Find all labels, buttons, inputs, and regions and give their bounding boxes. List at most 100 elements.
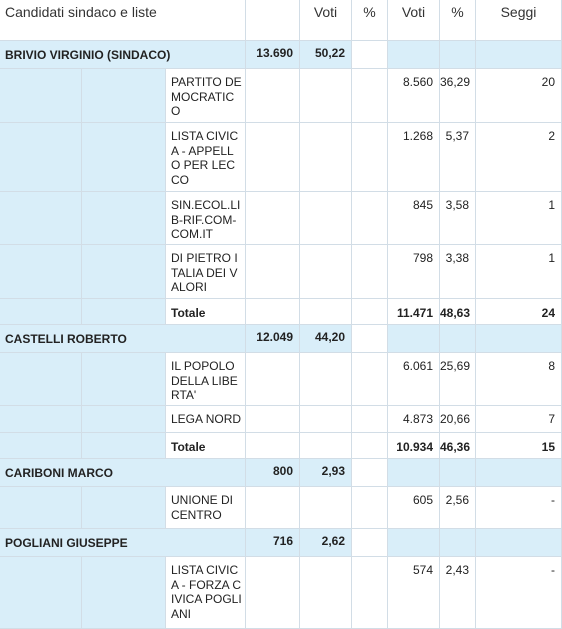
candidate-voti: 716 (246, 529, 300, 557)
candidate-empty (440, 325, 476, 353)
indent-cell (0, 487, 82, 529)
list-perc: 3,58 (440, 192, 476, 245)
candidate-empty (388, 529, 440, 557)
header-perc-candidato: % (352, 0, 388, 41)
total-empty (246, 433, 300, 459)
candidate-name: POGLIANI GIUSEPPE (0, 529, 246, 557)
indent-cell (0, 299, 82, 325)
indent-cell (0, 353, 82, 406)
list-spacer (352, 245, 388, 299)
candidate-empty (388, 41, 440, 69)
candidate-empty (388, 459, 440, 487)
list-name: UNIONE DI CENTRO (166, 487, 246, 529)
list-spacer (352, 557, 388, 629)
list-spacer (352, 487, 388, 529)
list-empty (246, 406, 300, 433)
list-spacer (352, 353, 388, 406)
candidate-spacer (352, 529, 388, 557)
candidate-perc: 2,93 (300, 459, 352, 487)
total-label: Totale (166, 299, 246, 325)
candidate-name: BRIVIO VIRGINIO (SINDACO) (0, 41, 246, 69)
indent-cell (82, 245, 166, 299)
candidate-empty (388, 325, 440, 353)
total-spacer (352, 299, 388, 325)
list-perc: 2,56 (440, 487, 476, 529)
indent-cell (82, 192, 166, 245)
candidate-voti: 13.690 (246, 41, 300, 69)
total-perc: 46,36 (440, 433, 476, 459)
list-voti: 798 (388, 245, 440, 299)
list-voti: 1.268 (388, 123, 440, 192)
candidate-name: CARIBONI MARCO (0, 459, 246, 487)
list-spacer (352, 69, 388, 123)
list-empty (300, 487, 352, 529)
list-name: LISTA CIVICA - APPELLO PER LECCO (166, 123, 246, 192)
candidate-spacer (352, 325, 388, 353)
candidate-spacer (352, 41, 388, 69)
list-name: SIN.ECOL.LIB-RIF.COM-COM.IT (166, 192, 246, 245)
list-seggi: 20 (476, 69, 562, 123)
candidate-empty (476, 529, 562, 557)
indent-cell (82, 123, 166, 192)
candidate-perc: 44,20 (300, 325, 352, 353)
list-empty (246, 487, 300, 529)
header-voti-candidato: Voti (300, 0, 352, 41)
list-empty (300, 245, 352, 299)
indent-cell (0, 406, 82, 433)
list-seggi: - (476, 487, 562, 529)
indent-cell (0, 245, 82, 299)
list-voti: 6.061 (388, 353, 440, 406)
list-empty (246, 353, 300, 406)
list-seggi: 7 (476, 406, 562, 433)
candidate-empty (476, 325, 562, 353)
list-voti: 4.873 (388, 406, 440, 433)
indent-cell (82, 69, 166, 123)
list-perc: 2,43 (440, 557, 476, 629)
list-name: IL POPOLO DELLA LIBERTA' (166, 353, 246, 406)
indent-cell (0, 123, 82, 192)
list-seggi: 1 (476, 192, 562, 245)
list-spacer (352, 406, 388, 433)
total-empty (300, 433, 352, 459)
indent-cell (0, 433, 82, 459)
indent-cell (82, 433, 166, 459)
list-empty (300, 69, 352, 123)
candidate-empty (440, 529, 476, 557)
total-spacer (352, 433, 388, 459)
list-voti: 8.560 (388, 69, 440, 123)
list-seggi: 2 (476, 123, 562, 192)
list-empty (300, 192, 352, 245)
list-seggi: 1 (476, 245, 562, 299)
candidate-perc: 50,22 (300, 41, 352, 69)
list-name: LISTA CIVICA - FORZA CIVICA POGLIANI (166, 557, 246, 629)
indent-cell (82, 353, 166, 406)
total-seggi: 15 (476, 433, 562, 459)
list-empty (246, 245, 300, 299)
candidate-perc: 2,62 (300, 529, 352, 557)
list-perc: 36,29 (440, 69, 476, 123)
indent-cell (82, 557, 166, 629)
list-perc: 20,66 (440, 406, 476, 433)
indent-cell (0, 69, 82, 123)
list-perc: 25,69 (440, 353, 476, 406)
list-name: PARTITO DEMOCRATICO (166, 69, 246, 123)
header-seggi: Seggi (476, 0, 562, 41)
list-name: LEGA NORD (166, 406, 246, 433)
total-voti: 11.471 (388, 299, 440, 325)
header-voti-lista: Voti (388, 0, 440, 41)
list-seggi: 8 (476, 353, 562, 406)
list-empty (300, 406, 352, 433)
list-empty (300, 557, 352, 629)
candidate-voti: 12.049 (246, 325, 300, 353)
candidate-name: CASTELLI ROBERTO (0, 325, 246, 353)
total-empty (246, 299, 300, 325)
list-perc: 3,38 (440, 245, 476, 299)
indent-cell (0, 557, 82, 629)
header-perc-lista: % (440, 0, 476, 41)
list-empty (246, 69, 300, 123)
total-seggi: 24 (476, 299, 562, 325)
candidate-voti: 800 (246, 459, 300, 487)
header-spacer (246, 0, 300, 41)
candidate-empty (440, 459, 476, 487)
